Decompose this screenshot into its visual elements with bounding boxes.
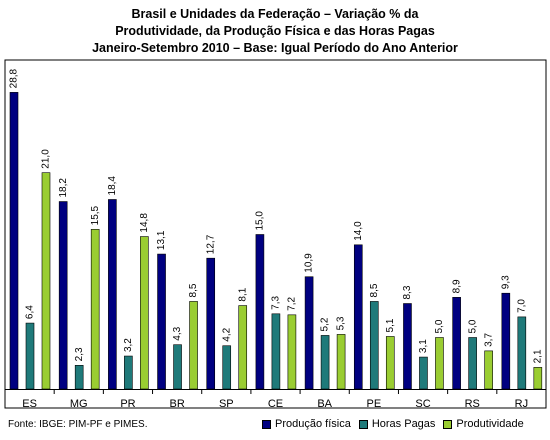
data-label: 3,2 [123,338,134,352]
source-note: Fonte: IBGE: PIM-PF e PIMES. [8,419,148,430]
data-label: 8,5 [369,283,380,297]
bar-pr-2 [124,355,133,390]
bar-pe-2 [369,301,379,390]
x-tick-label: CE [268,398,283,410]
bar-sp-3 [238,305,248,390]
data-label: 9,3 [500,275,511,289]
data-label: 7,2 [287,297,298,311]
data-label: 8,9 [451,279,462,293]
legend-swatch-producao-fisica [262,419,271,429]
legend-swatch-produtividade [443,419,453,429]
bar-sc-3 [435,337,444,390]
bar-br-2 [173,344,182,390]
data-label: 5,3 [336,316,347,330]
x-tick-label: RS [465,398,480,410]
x-tick-label: BR [169,398,184,410]
bar-ba-2 [320,335,330,390]
legend-swatch-horas-pagas [358,419,368,429]
bar-pe-3 [385,336,395,390]
data-label: 7,3 [271,295,282,309]
chart-title: Brasil e Unidades da Federação – Variaçã… [0,6,550,57]
bar-pe-1 [353,244,363,390]
data-label: 15,0 [255,211,266,231]
data-label: 10,9 [304,253,315,273]
bar-rs-1 [452,297,461,390]
bar-es-1 [9,92,19,390]
x-tick-label: PR [120,398,135,410]
bar-br-1 [157,253,166,390]
bar-es-2 [25,322,35,390]
data-label: 5,1 [385,318,396,332]
bar-rj-1 [501,292,511,390]
data-label: 6,4 [25,305,36,319]
data-label: 4,3 [172,326,183,340]
x-tick-label: SC [415,398,430,410]
data-label: 2,1 [532,349,543,363]
data-label: 3,1 [418,339,429,353]
chart-title-line-2: Produtividade, da Produção Física e das … [115,24,435,38]
bar-ce-1 [255,234,265,390]
bar-ba-3 [336,334,346,390]
plot-area-border [4,59,547,409]
bar-rs-2 [468,337,477,390]
bar-sc-2 [419,356,428,390]
x-tick-label: BA [317,398,332,410]
data-label: 7,0 [516,299,527,313]
bar-sp-2 [222,345,232,390]
x-tick-label: ES [22,398,37,410]
bar-sp-1 [206,257,216,390]
data-label: 8,1 [237,287,248,301]
data-label: 5,2 [320,317,331,331]
bar-mg-1 [58,201,68,390]
data-label: 2,3 [74,347,85,361]
x-tick-label: SP [219,398,234,410]
data-label: 8,3 [402,285,413,299]
chart-title-line-1: Brasil e Unidades da Federação – Variaçã… [131,7,419,21]
bar-br-3 [189,301,198,390]
bar-ba-1 [304,276,314,390]
bar-rs-3 [484,350,493,390]
legend-label-produtividade: Produtividade [456,418,524,430]
bar-pr-1 [108,199,117,390]
x-tick-label: RJ [515,398,528,410]
legend-label-horas-pagas: Horas Pagas [371,418,436,430]
data-label: 14,8 [139,213,150,233]
legend-item-produtividade: Produtividade [443,418,524,430]
x-tick-label: MG [70,398,88,410]
data-label: 18,4 [107,176,118,196]
bar-es-3 [41,172,51,390]
data-label: 5,0 [434,319,445,333]
bar-mg-3 [90,229,100,390]
legend-item-producao-fisica: Produção física [262,418,351,430]
chart-legend: Produção física Horas Pagas Produtividad… [262,418,524,430]
bar-ce-3 [287,314,297,390]
x-tick-label: PE [367,398,382,410]
bar-rj-3 [533,367,543,390]
data-label: 13,1 [156,230,167,250]
bar-pr-3 [140,236,149,390]
data-label: 15,5 [90,205,101,225]
data-label: 5,0 [467,319,478,333]
data-label: 12,7 [205,234,216,254]
data-label: 14,0 [353,221,364,241]
bar-sc-1 [403,303,412,390]
data-label: 21,0 [41,149,52,169]
legend-item-horas-pagas: Horas Pagas [358,418,436,430]
bar-rj-2 [517,316,527,390]
data-label: 3,7 [483,333,494,347]
data-label: 28,8 [9,68,20,88]
bar-mg-2 [74,365,84,390]
bar-ce-2 [271,313,281,390]
chart-title-line-3: Janeiro-Setembro 2010 – Base: Igual Perí… [92,41,458,55]
data-label: 4,2 [221,327,232,341]
data-label: 18,2 [58,178,69,198]
data-label: 8,5 [188,283,199,297]
legend-label-producao-fisica: Produção física [275,418,351,430]
